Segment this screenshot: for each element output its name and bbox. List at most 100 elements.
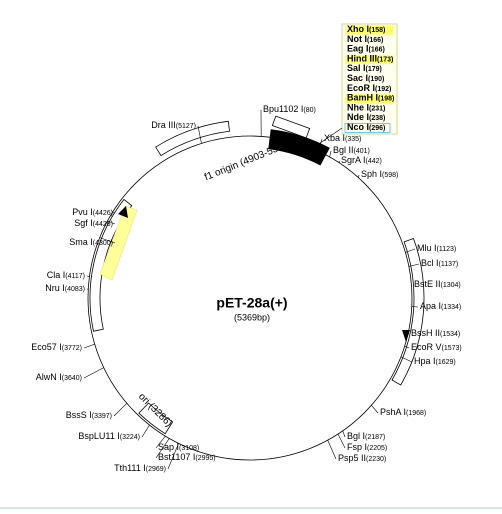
site-label: Sgf I(4426) — [74, 218, 113, 228]
mcs-box — [341, 23, 398, 135]
site-name: Mlu I — [417, 243, 437, 253]
site-label: Psp5 II(2230) — [338, 453, 386, 463]
site-name: Sac I — [347, 73, 368, 83]
site-name: Cla I — [47, 270, 66, 280]
site-name: Nco I — [347, 122, 369, 132]
lacI-highlight — [99, 205, 138, 281]
site-label: Sph I(598) — [361, 169, 398, 179]
arrow — [118, 206, 128, 218]
site-name: PshA I — [380, 407, 406, 417]
site-label: Hind III(173) — [347, 54, 393, 64]
site-label: Sma I(4300) — [69, 237, 113, 247]
site-pos: (442) — [366, 158, 382, 165]
site-pos: (1137) — [439, 261, 459, 268]
site-pos: (5127) — [176, 123, 196, 130]
site-pos: (2995) — [195, 455, 215, 462]
site-name: Pvu I — [72, 207, 93, 217]
site-pos: (4426) — [93, 221, 113, 228]
site-pos: (173) — [377, 56, 393, 63]
site-tick — [83, 343, 95, 349]
highlight — [345, 94, 393, 104]
site-label: Nde I(238) — [347, 113, 385, 123]
site-label: BssS I(3397) — [66, 410, 112, 420]
site-pos: (190) — [368, 76, 384, 83]
site-tick — [155, 435, 166, 449]
site-label: BstE II(1304) — [414, 279, 461, 289]
site-tick — [371, 405, 379, 414]
site-pos: (198) — [378, 95, 394, 102]
site-name: Eco57 I — [31, 342, 62, 352]
site-name: Bcl I — [421, 258, 439, 268]
kan-arc — [391, 237, 425, 386]
arrow — [402, 330, 410, 342]
site-label: Bcl I(1137) — [421, 258, 458, 268]
site-pos: (166) — [367, 37, 383, 44]
site-pos: (1629) — [436, 359, 456, 366]
site-name: SgrA I — [341, 155, 366, 165]
site-label: EcoR V(1573) — [411, 342, 462, 352]
site-tick — [327, 440, 337, 460]
site-name: BssS I — [66, 410, 92, 420]
site-pos: (4083) — [65, 286, 85, 293]
site-label: Bst1107 I(2995) — [158, 452, 216, 462]
site-tick — [329, 150, 332, 157]
site-name: Nhe I — [347, 103, 369, 113]
site-name: Dra III — [151, 120, 176, 130]
site-name: AlwN I — [36, 372, 62, 382]
promoter-block — [268, 129, 330, 166]
site-pos: (1968) — [406, 410, 426, 417]
site-pos: (179) — [366, 66, 382, 73]
site-tick — [99, 237, 116, 244]
site-label: PshA I(1968) — [380, 407, 426, 417]
site-name: Sgf I — [74, 218, 93, 228]
f1-origin-arc — [155, 120, 230, 157]
site-name: Psp5 II — [338, 453, 366, 463]
site-label: Tth111 I(2969) — [114, 463, 166, 473]
site-pos: (2969) — [146, 466, 166, 473]
site-name: Hind III — [347, 54, 377, 64]
site-tick — [342, 430, 346, 438]
site-pos: (1573) — [442, 345, 462, 352]
site-pos: (4300) — [93, 240, 113, 247]
site-pos: (4426) — [93, 210, 113, 217]
site-pos: (3108) — [179, 445, 199, 452]
site-tick — [167, 443, 179, 470]
site-pos: (2205) — [367, 445, 387, 452]
site-name: Sap I — [158, 442, 179, 452]
site-tick — [141, 424, 150, 438]
site-tick — [155, 438, 170, 459]
site-pos: (598) — [382, 172, 398, 179]
site-tick — [337, 433, 346, 449]
site-label: Sap I(3108) — [158, 442, 199, 452]
site-tick — [405, 248, 416, 253]
site-pos: (4117) — [65, 273, 85, 280]
site-pos: (2187) — [365, 434, 385, 441]
site-name: BamH I — [347, 93, 378, 103]
site-name: Xho I — [347, 24, 369, 34]
site-tick — [338, 160, 340, 164]
site-pos: (3772) — [62, 345, 82, 352]
site-pos: (1304) — [441, 282, 461, 289]
site-label: EcoR I(192) — [347, 83, 391, 93]
site-label: Mlu I(1123) — [417, 243, 456, 253]
site-pos: (192) — [375, 86, 391, 93]
map-title: pET-28a(+) — [216, 295, 287, 311]
site-name: Not I — [347, 34, 367, 44]
site-tick — [400, 356, 413, 363]
site-pos: (80) — [303, 107, 315, 114]
cds-box — [271, 115, 311, 139]
site-label: Bpu1102 I(80) — [263, 104, 316, 114]
site-label: Sac I(190) — [347, 73, 384, 83]
site-label: Nhe I(231) — [347, 103, 385, 113]
site-name: Hpa I — [414, 356, 436, 366]
site-label: Fsp I(2205) — [347, 442, 387, 452]
site-name: Nde I — [347, 113, 369, 123]
site-label: Xba I(335) — [324, 133, 361, 143]
site-name: Bgl I — [347, 431, 365, 441]
site-name: BstE II — [414, 279, 441, 289]
site-name: Xba I — [324, 133, 345, 143]
site-label: Eag I(166) — [347, 44, 385, 54]
site-name: Tth111 I — [114, 463, 146, 473]
